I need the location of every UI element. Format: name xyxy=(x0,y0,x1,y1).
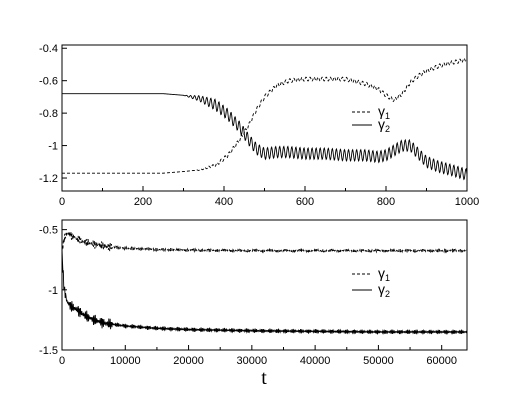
bottom-series-layer xyxy=(61,231,468,335)
top-y-tick-label: -1 xyxy=(48,141,58,153)
bottom-x-tick-label: 40000 xyxy=(300,355,331,367)
top-y-tick-label: -0.6 xyxy=(39,76,58,88)
bottom-axis-ticks: 0 10000 20000 30000 40000 50000 60000 -0.5 -1 -1.… xyxy=(39,225,457,367)
bottom-series-gamma1-line xyxy=(61,231,468,254)
bottom-legend-label-gamma1: γ1 xyxy=(378,265,390,283)
bottom-x-tick-label: 20000 xyxy=(173,355,204,367)
top-x-tick-label: 400 xyxy=(215,196,233,208)
bottom-y-tick-label: -0.5 xyxy=(39,225,58,237)
bottom-x-tick-label: 50000 xyxy=(363,355,394,367)
bottom-y-tick-label: -1.5 xyxy=(39,345,58,357)
top-x-tick-label: 200 xyxy=(134,196,152,208)
top-x-tick-label: 800 xyxy=(377,196,395,208)
top-x-tick-label: 600 xyxy=(296,196,314,208)
bottom-legend-label-gamma2: γ2 xyxy=(378,281,390,299)
top-series-layer xyxy=(62,57,468,181)
bottom-x-tick-label: 60000 xyxy=(426,355,457,367)
top-series-gamma1-line xyxy=(62,57,468,174)
top-x-tick-label: 0 xyxy=(59,196,65,208)
top-panel: 0 200 400 600 800 1000 -0.4 -0.6 -0.8 -1 -1.2 γ1 γ… xyxy=(39,43,479,208)
top-x-tick-label: 1000 xyxy=(455,196,479,208)
bottom-series-gamma2-line xyxy=(61,248,468,335)
top-series-gamma2-line xyxy=(62,93,468,181)
top-legend-label-gamma2: γ2 xyxy=(378,116,390,134)
bottom-x-tick-label: 10000 xyxy=(110,355,141,367)
top-y-tick-label: -1.2 xyxy=(39,173,58,185)
bottom-plot-frame xyxy=(61,219,468,351)
bottom-y-tick-label: -1 xyxy=(48,285,58,297)
bottom-x-axis-label: t xyxy=(261,367,267,389)
top-y-tick-label: -0.8 xyxy=(39,108,58,120)
bottom-panel: 0 10000 20000 30000 40000 50000 60000 -0.5 -1 -1.… xyxy=(39,219,468,389)
bottom-x-tick-label: 30000 xyxy=(237,355,268,367)
top-y-tick-label: -0.4 xyxy=(39,43,58,55)
top-legend-label-gamma1: γ1 xyxy=(378,103,390,121)
bottom-legend: γ1 γ2 xyxy=(352,265,390,299)
bottom-x-tick-label: 0 xyxy=(59,355,65,367)
top-axis-ticks: 0 200 400 600 800 1000 -0.4 -0.6 -0.8 -1 -1.2 xyxy=(39,43,479,208)
top-legend: γ1 γ2 xyxy=(352,103,390,134)
